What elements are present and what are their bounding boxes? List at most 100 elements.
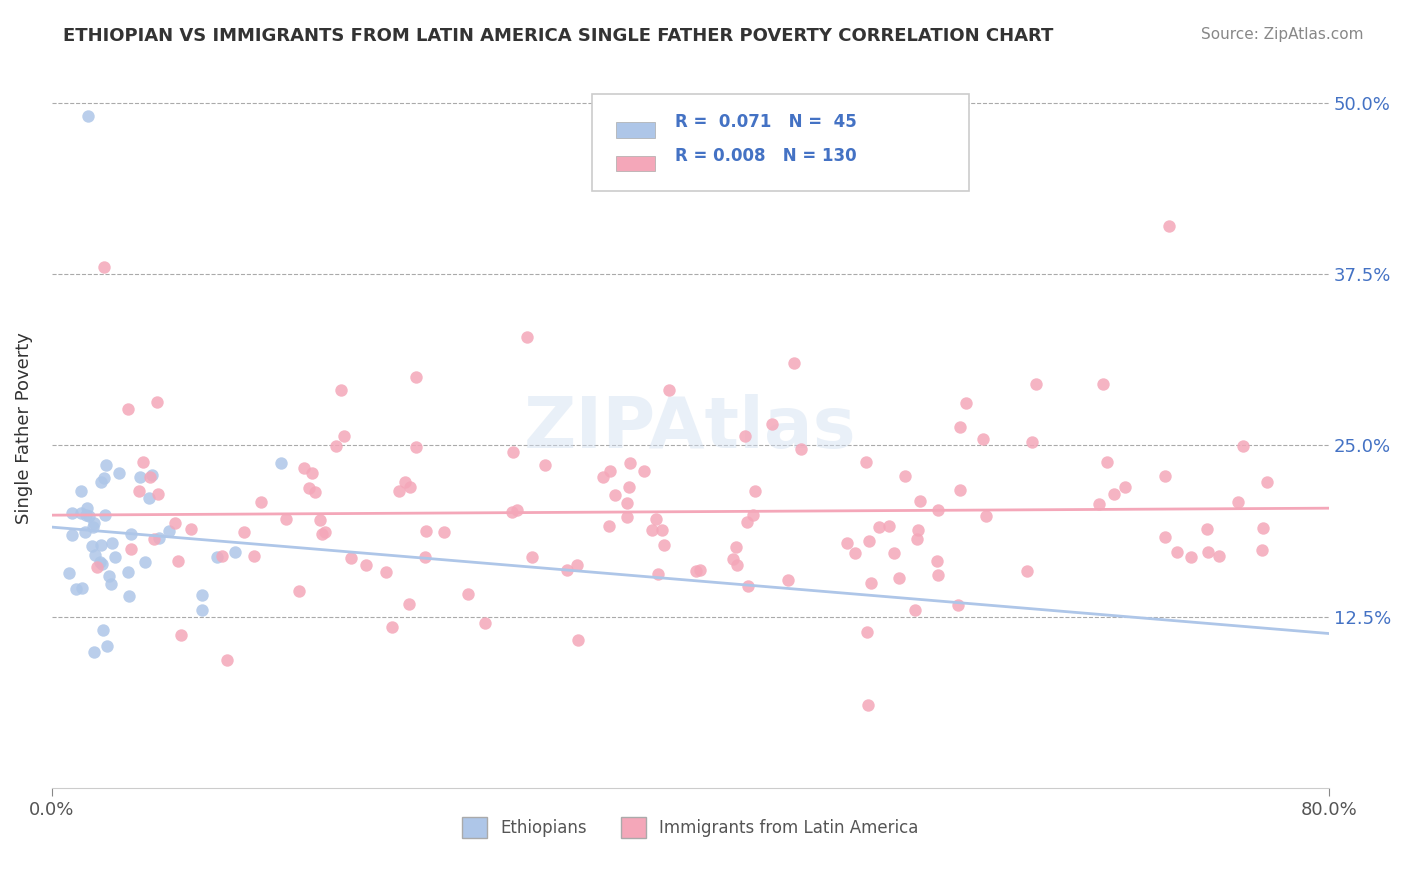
- Point: [877, 518, 900, 533]
- Point: [744, 484, 766, 499]
- Point: [742, 508, 765, 522]
- Point: [415, 524, 437, 538]
- Text: Source: ZipAtlas.com: Source: ZipAtlas.com: [1201, 27, 1364, 42]
- Point: [734, 429, 756, 443]
- Point: [883, 546, 905, 560]
- Point: [60, 528, 83, 542]
- Point: [77, 110, 100, 124]
- Point: [1251, 521, 1274, 535]
- Point: [141, 468, 163, 483]
- Point: [790, 442, 813, 457]
- Point: [232, 524, 254, 539]
- Point: [506, 503, 529, 517]
- Point: [304, 484, 326, 499]
- Point: [134, 555, 156, 569]
- Point: [60, 506, 83, 520]
- Point: [191, 602, 214, 616]
- Point: [394, 475, 416, 490]
- Point: [856, 698, 879, 712]
- Point: [904, 602, 927, 616]
- Point: [856, 624, 879, 639]
- Point: [398, 597, 420, 611]
- Point: [333, 428, 356, 442]
- Point: [974, 508, 997, 523]
- Point: [651, 524, 673, 538]
- Point: [75, 525, 97, 540]
- Point: [855, 455, 877, 469]
- Point: [859, 575, 882, 590]
- Point: [927, 568, 949, 582]
- Point: [96, 639, 118, 653]
- Point: [457, 587, 479, 601]
- Point: [224, 545, 246, 559]
- Point: [522, 549, 544, 564]
- Text: R = 0.008   N = 130: R = 0.008 N = 130: [675, 147, 856, 165]
- Point: [972, 432, 994, 446]
- Point: [737, 579, 759, 593]
- Point: [1197, 545, 1219, 559]
- Point: [167, 554, 190, 568]
- Point: [311, 526, 333, 541]
- Point: [894, 469, 917, 483]
- Point: [128, 483, 150, 498]
- Point: [76, 501, 98, 516]
- Point: [65, 582, 87, 596]
- Point: [90, 538, 112, 552]
- Point: [413, 549, 436, 564]
- Point: [1102, 487, 1125, 501]
- Point: [1226, 495, 1249, 509]
- Point: [128, 469, 150, 483]
- Point: [1232, 439, 1254, 453]
- Point: [211, 549, 233, 563]
- Point: [82, 519, 104, 533]
- Point: [354, 558, 377, 573]
- Point: [647, 567, 669, 582]
- Point: [329, 383, 352, 397]
- FancyBboxPatch shape: [616, 156, 655, 171]
- Point: [616, 496, 638, 510]
- Point: [689, 563, 711, 577]
- Point: [91, 557, 114, 571]
- Point: [270, 456, 292, 470]
- Point: [925, 554, 948, 568]
- Point: [557, 563, 579, 577]
- Point: [721, 552, 744, 566]
- Point: [90, 475, 112, 490]
- Point: [274, 512, 297, 526]
- Point: [298, 481, 321, 495]
- Point: [501, 505, 523, 519]
- Point: [645, 512, 668, 526]
- Point: [86, 560, 108, 574]
- Point: [946, 599, 969, 613]
- Point: [592, 470, 614, 484]
- Point: [1154, 469, 1177, 483]
- Point: [117, 401, 139, 416]
- Point: [949, 483, 972, 497]
- Point: [96, 458, 118, 473]
- Point: [98, 569, 121, 583]
- Point: [375, 566, 398, 580]
- Point: [249, 495, 271, 509]
- Point: [724, 540, 747, 554]
- Point: [565, 558, 588, 573]
- Point: [381, 619, 404, 633]
- Point: [1114, 480, 1136, 494]
- Point: [94, 508, 117, 523]
- Point: [180, 522, 202, 536]
- Point: [69, 507, 91, 521]
- Point: [104, 549, 127, 564]
- Point: [567, 633, 589, 648]
- Point: [1153, 530, 1175, 544]
- Point: [603, 488, 626, 502]
- Point: [778, 573, 800, 587]
- FancyBboxPatch shape: [616, 122, 655, 137]
- Point: [132, 454, 155, 468]
- Point: [146, 395, 169, 409]
- Point: [761, 417, 783, 432]
- Point: [314, 525, 336, 540]
- Point: [658, 383, 681, 397]
- Point: [58, 566, 80, 580]
- Point: [301, 466, 323, 480]
- Point: [101, 536, 124, 550]
- Point: [77, 509, 100, 524]
